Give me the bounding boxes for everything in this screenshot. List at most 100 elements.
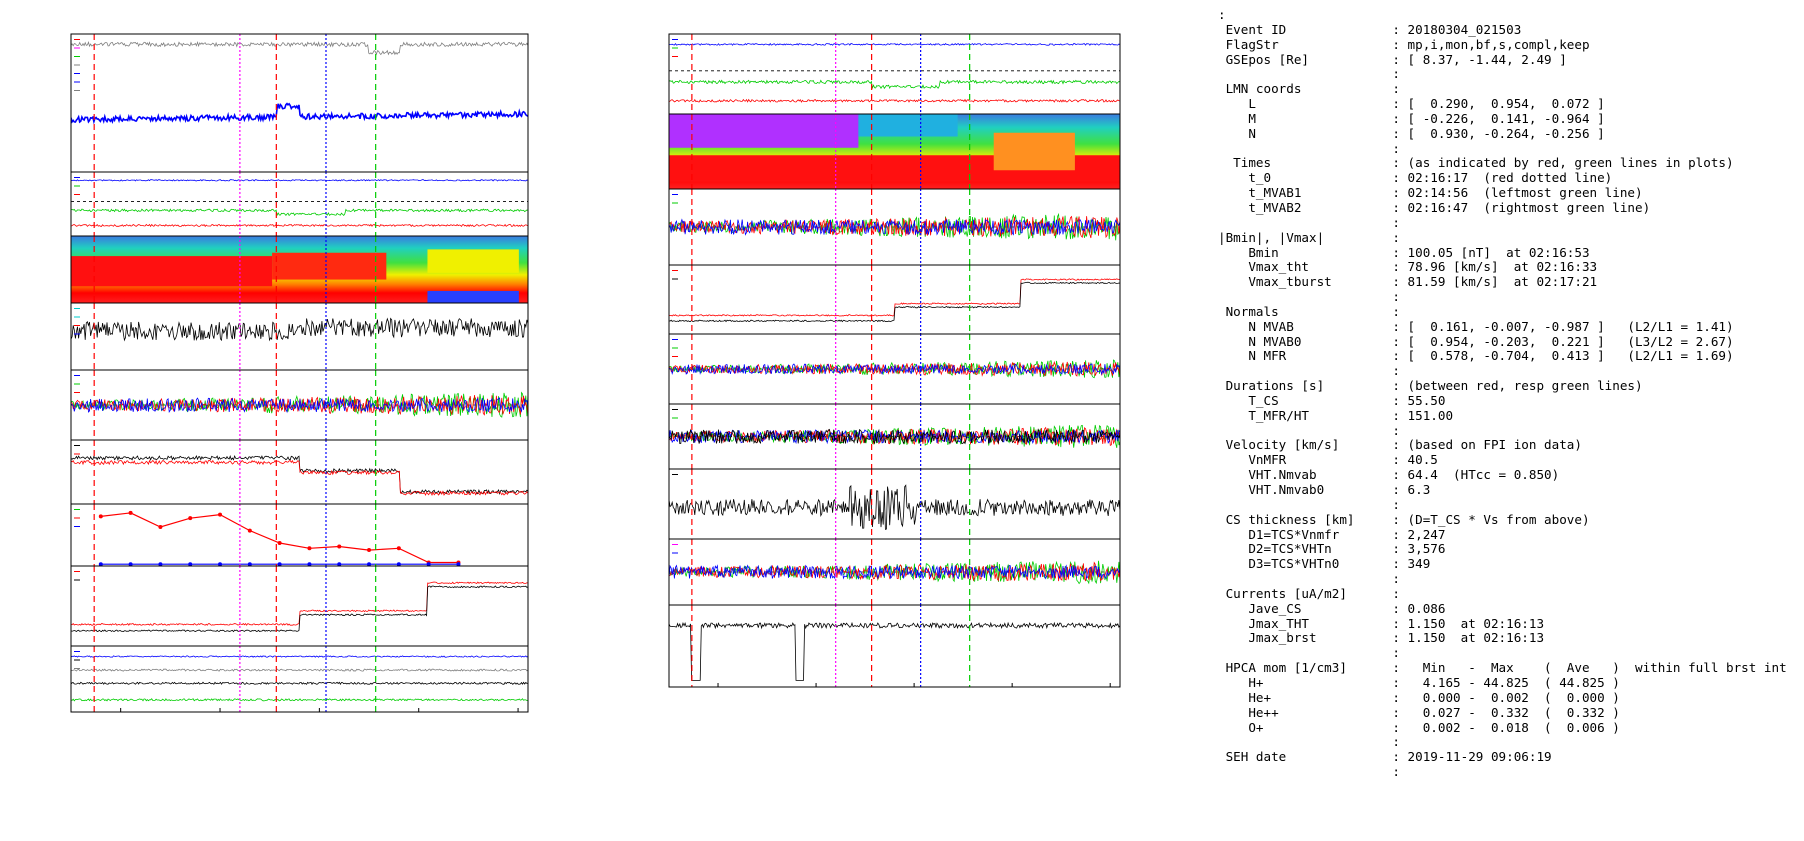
summary-line: VHT.Nmvab : 64.4 (HTcc = 0.850) [1218, 467, 1560, 483]
summary-line: : [1218, 363, 1400, 379]
trace-1 [71, 585, 528, 633]
panel-frame [668, 33, 1121, 115]
data-point [277, 562, 282, 566]
panel-b-lmn [669, 34, 1120, 114]
data-point [158, 562, 163, 566]
summary-line: : [1218, 422, 1400, 438]
spectrogram-core [71, 256, 273, 287]
trace-bn [71, 223, 528, 228]
panel-j-dot-e [669, 605, 1120, 687]
data-point [367, 548, 372, 553]
panel-frame [70, 171, 529, 237]
trace-0 [71, 454, 528, 496]
summary-line: Jave_CS : 0.086 [1218, 600, 1446, 616]
data-point [188, 516, 193, 521]
left-figure [70, 33, 529, 713]
panel-ion-temperature [71, 566, 528, 646]
summary-line: Bmin : 100.05 [nT] at 02:16:53 [1218, 244, 1590, 260]
summary-line: SEH date : 2019-11-29 09:06:19 [1218, 749, 1552, 765]
data-point [277, 540, 282, 545]
summary-line: GSEpos [Re] : [ 8.37, -1.44, 2.49 ] [1218, 51, 1567, 67]
panel-frame [668, 264, 1121, 335]
trace-1 [71, 459, 528, 496]
trace-bl [71, 102, 528, 125]
event-summary: : Event ID : 20180304_021503 FlagStr : m… [1218, 7, 1787, 780]
summary-line: N MFR : [ 0.578, -0.704, 0.413 ] (L2/L1 … [1218, 348, 1734, 364]
summary-line: Jmax_THT : 1.150 at 02:16:13 [1218, 615, 1545, 631]
spectrogram-patch [427, 249, 519, 273]
panel-ion-spectrogram [71, 236, 528, 303]
data-point [456, 562, 461, 566]
summary-line: HPCA mom [1/cm3] : Min - Max ( Ave ) wit… [1218, 660, 1787, 676]
panel-b-lmn [71, 172, 528, 236]
summary-line: : [1218, 496, 1400, 512]
trace-2 [71, 397, 528, 414]
panel-ve-lmn [669, 189, 1120, 265]
trace-bn [669, 98, 1120, 103]
data-point [396, 546, 401, 551]
panel-density [71, 440, 528, 504]
trace-3 [71, 698, 528, 702]
data-point [218, 562, 223, 566]
data-point [307, 562, 312, 566]
panel-frame [70, 302, 529, 371]
panel-j-lmn [669, 539, 1120, 605]
panel-frame [70, 503, 529, 567]
trace-3 [669, 428, 1120, 445]
summary-line: O+ : 0.002 - 0.018 ( 0.006 ) [1218, 719, 1620, 735]
summary-line: Normals : [1218, 303, 1400, 319]
trace-2 [669, 362, 1120, 376]
summary-line: Vmax_tburst : 81.59 [km/s] at 02:17:21 [1218, 274, 1598, 290]
summary-line: CS thickness [km] : (D=T_CS * Vs from ab… [1218, 511, 1590, 527]
summary-line: D2=TCS*VHTn : 3,576 [1218, 541, 1446, 557]
panel-frame [70, 645, 529, 713]
data-point [396, 562, 401, 566]
summary-line: : [1218, 140, 1400, 156]
summary-line: N MVAB0 : [ 0.954, -0.203, 0.221 ] (L3/L… [1218, 333, 1734, 349]
panel-vi-lmn [71, 370, 528, 440]
summary-line: : [1218, 645, 1400, 661]
summary-line: FlagStr : mp,i,mon,bf,s,compl,keep [1218, 36, 1590, 52]
panel-e-lmn [669, 334, 1120, 404]
trace-0 [669, 621, 1120, 681]
trace-1 [71, 668, 528, 672]
data-point [158, 525, 163, 530]
data-point [337, 562, 342, 566]
data-point [367, 562, 372, 566]
summary-line: : [1218, 734, 1400, 750]
trace-bl [71, 179, 528, 182]
panel-em-field [669, 404, 1120, 469]
panel-hpca-density [93, 504, 461, 566]
summary-line: : [1218, 214, 1400, 230]
data-point [188, 562, 193, 566]
summary-line: H+ : 4.165 - 44.825 ( 44.825 ) [1218, 674, 1620, 690]
summary-line: N : [ 0.930, -0.264, -0.256 ] [1218, 125, 1605, 141]
summary-line: N MVAB : [ 0.161, -0.007, -0.987 ] (L2/L… [1218, 318, 1734, 334]
data-point [337, 544, 342, 549]
summary-line: LMN coords : [1218, 81, 1400, 97]
summary-line: VnMFR : 40.5 [1218, 452, 1438, 468]
mid-figure [668, 33, 1121, 688]
data-point [426, 562, 431, 566]
spectrogram-patch [993, 132, 1075, 171]
data-point [98, 514, 103, 519]
panel-current-density [669, 469, 1120, 539]
panel-pressure [71, 646, 528, 712]
summary-line: He+ : 0.000 - 0.002 ( 0.000 ) [1218, 689, 1620, 705]
summary-line: |Bmin|, |Vmax| : [1218, 229, 1400, 245]
summary-line: M : [ -0.226, 0.141, -0.964 ] [1218, 110, 1605, 126]
summary-line: T_MFR/HT : 151.00 [1218, 407, 1454, 423]
panel-electron-temperature [669, 265, 1120, 334]
trace-bm [71, 208, 528, 217]
data-point [247, 562, 252, 566]
panel-frame [70, 565, 529, 647]
trace-1 [669, 281, 1120, 323]
data-point [98, 562, 103, 566]
summary-line: t_MVAB1 : 02:14:56 (leftmost green line) [1218, 185, 1643, 201]
data-point [128, 510, 133, 515]
summary-line: : [1218, 764, 1400, 780]
summary-line: : [1218, 66, 1400, 82]
data-point [218, 512, 223, 517]
panel-vi-abs [71, 303, 528, 370]
summary-line: Event ID : 20180304_021503 [1218, 21, 1522, 37]
